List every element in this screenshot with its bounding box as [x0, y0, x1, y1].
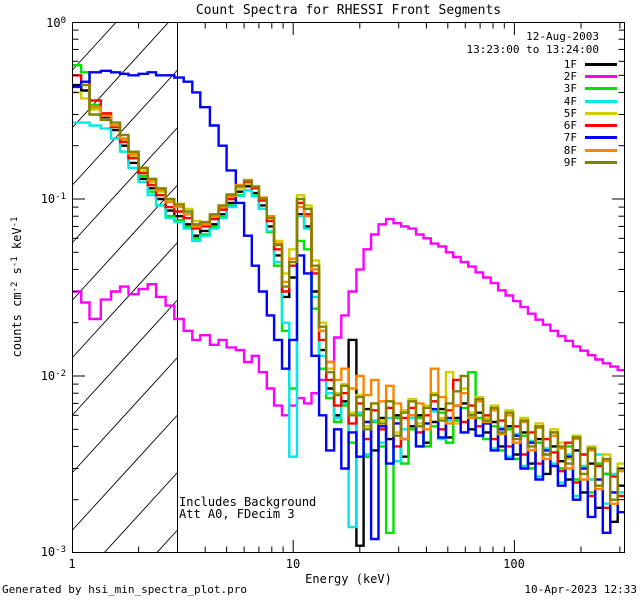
legend-item-7F: 7F	[470, 131, 617, 145]
legend-label-8F: 8F	[563, 143, 577, 157]
y-tick-label-1e-3: 10-3	[40, 545, 66, 559]
y-tick-label-1e-1: 10-1	[40, 192, 66, 206]
generator-credit: Generated by hsi_min_spectra_plot.pro	[2, 583, 248, 596]
legend-label-4F: 4F	[563, 94, 577, 108]
legend-swatch-1F	[585, 62, 617, 66]
legend-label-9F: 9F	[563, 156, 577, 170]
legend-swatch-6F	[585, 124, 617, 128]
legend-swatch-5F	[585, 111, 617, 115]
legend-swatch-2F	[585, 74, 617, 78]
legend-swatch-3F	[585, 87, 617, 91]
chart-title: Count Spectra for RHESSI Front Segments	[195, 3, 502, 18]
x-tick-label-1: 1	[68, 557, 76, 571]
legend-label-3F: 3F	[563, 82, 577, 96]
legend-swatch-9F	[585, 161, 617, 165]
legend-label-6F: 6F	[563, 119, 577, 133]
legend-item-8F: 8F	[470, 143, 617, 157]
y-axis-label: counts cm-2 s-1 keV-1	[10, 216, 24, 358]
annotation-background: Includes Background	[179, 495, 317, 509]
legend-label-7F: 7F	[563, 131, 577, 145]
series-line-2F	[72, 217, 625, 417]
legend-item-3F: 3F	[470, 82, 617, 96]
legend-item-1F: 1F	[470, 57, 617, 71]
legend-swatch-8F	[585, 148, 617, 152]
x-tick-label-100: 100	[503, 557, 525, 571]
hatched-region	[72, 22, 178, 553]
legend-item-2F: 2F	[470, 69, 617, 83]
spectra-plot-canvas	[72, 22, 625, 553]
y-tick-label-1e0: 100	[46, 16, 66, 30]
legend-item-9F: 9F	[470, 156, 617, 170]
legend: 1F 2F 3F 4F 5F 6F 7F 8F 9F	[470, 58, 617, 169]
legend-label-2F: 2F	[563, 69, 577, 83]
series-line-9F	[81, 83, 625, 501]
legend-swatch-4F	[585, 99, 617, 103]
legend-swatch-7F	[585, 136, 617, 140]
legend-item-6F: 6F	[470, 119, 617, 133]
legend-item-5F: 5F	[470, 106, 617, 120]
annotation-attenuator: Att A0, FDecim 3	[179, 507, 295, 521]
plot-annotations: Includes Background Att A0, FDecim 3	[179, 496, 316, 520]
observation-date-block: 12-Aug-2003 13:23:00 to 13:24:00	[380, 30, 599, 56]
x-tick-label-10: 10	[285, 557, 301, 571]
series-line-8F	[89, 106, 625, 505]
axis-ticks	[72, 22, 625, 553]
legend-label-1F: 1F	[563, 57, 577, 71]
y-tick-label-1e-2: 10-2	[40, 369, 66, 383]
observation-date: 12-Aug-2003	[526, 30, 599, 43]
generation-timestamp: 10-Apr-2023 12:33	[524, 583, 637, 596]
x-axis-label: Energy (keV)	[305, 572, 392, 586]
observation-time-range: 13:23:00 to 13:24:00	[466, 43, 599, 56]
legend-label-5F: 5F	[563, 106, 577, 120]
plot-border	[72, 22, 625, 553]
legend-item-4F: 4F	[470, 94, 617, 108]
